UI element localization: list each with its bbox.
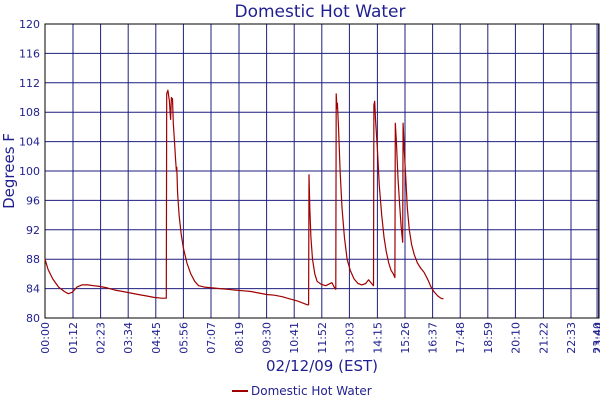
x-tick-label: 00:00 (39, 322, 52, 354)
x-tick-label: 18:59 (482, 322, 495, 354)
legend-label: Domestic Hot Water (251, 384, 372, 398)
x-tick-label: 22:33 (565, 322, 578, 354)
y-tick-label: 100 (19, 165, 40, 178)
y-tick-label: 112 (19, 77, 40, 90)
x-tick-label: 14:15 (371, 322, 384, 354)
x-tick-label: 11:52 (316, 322, 329, 354)
x-tick-label: 03:34 (122, 322, 135, 354)
x-tick-label: 04:45 (150, 322, 163, 354)
y-tick-label: 108 (19, 106, 40, 119)
x-axis-label: 02/12/09 (EST) (266, 357, 378, 375)
y-tick-label: 96 (26, 194, 40, 207)
x-tick-label: 09:30 (261, 322, 274, 354)
x-tick-label: 17:48 (454, 322, 467, 354)
chart-title: Domestic Hot Water (234, 2, 405, 22)
x-tick-label: 05:56 (177, 322, 190, 354)
x-tick-label: 07:07 (205, 322, 218, 354)
x-tick-label: 20:10 (509, 322, 522, 354)
y-tick-label: 104 (19, 136, 40, 149)
y-tick-label: 88 (26, 253, 40, 266)
x-tick-label: 08:19 (233, 322, 246, 354)
y-tick-label: 120 (19, 18, 40, 31)
x-tick-label: 13:03 (343, 322, 356, 354)
y-tick-label: 84 (26, 283, 40, 296)
x-tick-label: 23:40 (591, 322, 600, 354)
x-tick-label: 02:23 (95, 322, 108, 354)
y-axis-label: Degrees F (0, 133, 18, 209)
series-line (44, 89, 444, 306)
x-tick-label: 15:26 (399, 322, 412, 354)
x-tick-label: 21:22 (537, 322, 550, 354)
x-tick-label: 01:12 (67, 322, 80, 354)
y-tick-label: 80 (26, 312, 40, 325)
y-tick-label: 92 (26, 224, 40, 237)
x-tick-label: 23:44 (593, 322, 600, 354)
x-tick-label: 16:37 (427, 322, 440, 354)
legend: Domestic Hot Water (232, 384, 372, 398)
x-tick-label: 10:41 (288, 322, 301, 354)
y-tick-label: 116 (19, 47, 40, 60)
plot-area (44, 23, 600, 319)
